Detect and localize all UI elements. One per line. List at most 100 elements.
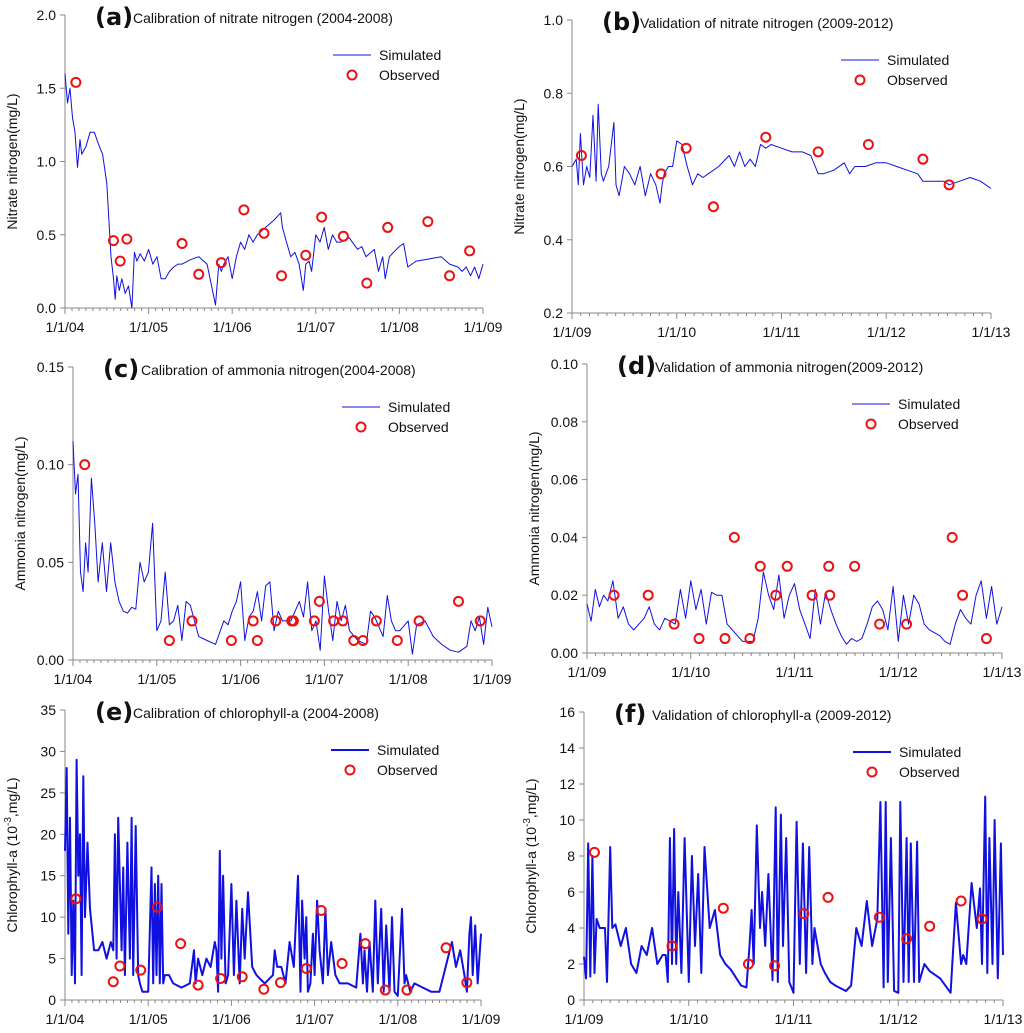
y-tick-label: 0.0 bbox=[37, 300, 57, 316]
y-tick-label: 0.6 bbox=[544, 159, 564, 175]
legend-observed-label: Observed bbox=[379, 67, 440, 83]
panel-title: Validation of ammonia nitrogen(2009-2012… bbox=[655, 359, 923, 375]
observed-point bbox=[337, 230, 349, 242]
simulated-series-line bbox=[72, 441, 493, 655]
simulated-series-line bbox=[586, 571, 1003, 645]
observed-point bbox=[760, 131, 772, 143]
y-tick-label: 6 bbox=[567, 884, 575, 900]
observed-point bbox=[608, 589, 620, 601]
observed-point bbox=[276, 270, 288, 282]
panel-label: (d) bbox=[617, 352, 656, 380]
observed-point bbox=[693, 633, 705, 645]
panel-c: 0.00 0.05 0.10 0.15 1/1/04 1/1/05 1/1/06 1/1/07… bbox=[12, 355, 512, 687]
y-tick-label: 0.10 bbox=[37, 457, 64, 473]
y-axis-label: Chlorophyll-a (10-3,mg/L) bbox=[522, 778, 539, 933]
y-axis-label: Ammonia nitrogen(mg/L) bbox=[12, 436, 28, 590]
observed-point bbox=[401, 984, 413, 996]
x-tick-label: 1/1/13 bbox=[984, 1011, 1023, 1027]
observed-point bbox=[474, 615, 486, 627]
observed-point bbox=[901, 618, 913, 630]
observed-point bbox=[769, 960, 781, 972]
observed-point bbox=[238, 204, 250, 216]
y-tick-label: 0.02 bbox=[551, 587, 578, 603]
simulated-series-line bbox=[64, 758, 482, 997]
panel-label: (c) bbox=[103, 355, 139, 383]
observed-point bbox=[770, 589, 782, 601]
observed-point bbox=[874, 618, 886, 630]
legend-simulated-label: Simulated bbox=[887, 52, 949, 68]
y-tick-label: 15 bbox=[40, 868, 56, 884]
observed-point bbox=[588, 846, 600, 858]
y-axis-label: Chlorophyll-a (10-3,mg/L) bbox=[3, 777, 20, 932]
observed-point bbox=[655, 168, 667, 180]
legend-marker-swatch bbox=[346, 69, 358, 81]
observed-point bbox=[107, 976, 119, 988]
observed-point bbox=[798, 908, 810, 920]
legend-observed-label: Observed bbox=[377, 762, 438, 778]
observed-point bbox=[680, 142, 692, 154]
panel-title: Calibration of ammonia nitrogen(2004-200… bbox=[141, 362, 416, 378]
y-tick-label: 10 bbox=[40, 909, 56, 925]
y-tick-label: 0.8 bbox=[544, 85, 564, 101]
x-tick-label: 1/1/11 bbox=[763, 324, 801, 340]
y-tick-label: 0 bbox=[567, 992, 575, 1008]
observed-point bbox=[114, 255, 126, 267]
panel-title: Calibration of nitrate nitrogen (2004-20… bbox=[133, 10, 393, 26]
legend-simulated-label: Simulated bbox=[377, 742, 439, 758]
observed-point bbox=[812, 146, 824, 158]
x-tick-label: 1/1/09 bbox=[473, 671, 512, 687]
observed-point bbox=[873, 911, 885, 923]
y-tick-label: 0.15 bbox=[37, 359, 64, 375]
x-tick-label: 1/1/05 bbox=[129, 1011, 168, 1027]
legend-observed-label: Observed bbox=[887, 72, 948, 88]
y-tick-label: 8 bbox=[567, 848, 575, 864]
legend-marker-swatch bbox=[344, 764, 356, 776]
legend-marker-swatch bbox=[866, 766, 878, 778]
observed-point bbox=[175, 938, 187, 950]
panel-a: 0.0 0.5 1.0 1.5 2.0 1/1/04 1/1/05 1/1/06 1/1/07 1… bbox=[4, 3, 503, 335]
observed-point bbox=[361, 277, 373, 289]
y-tick-label: 16 bbox=[559, 704, 575, 720]
observed-point bbox=[464, 245, 476, 257]
observed-point bbox=[728, 531, 740, 543]
observed-point bbox=[379, 984, 391, 996]
panel-d: 0.00 0.02 0.04 0.06 0.08 0.10 1/1/09 1/1/10 1/1/… bbox=[526, 352, 1022, 680]
legend-simulated-label: Simulated bbox=[899, 744, 961, 760]
x-tick-label: 1/1/07 bbox=[296, 319, 335, 335]
x-tick-label: 1/1/09 bbox=[553, 324, 592, 340]
y-tick-label: 0.06 bbox=[551, 472, 578, 488]
x-tick-label: 1/1/12 bbox=[867, 324, 906, 340]
observed-point bbox=[806, 589, 818, 601]
observed-point bbox=[192, 979, 204, 991]
observed-point bbox=[823, 560, 835, 572]
observed-point bbox=[316, 211, 328, 223]
legend-simulated-label: Simulated bbox=[388, 399, 450, 415]
observed-point bbox=[135, 964, 147, 976]
x-tick-label: 1/1/10 bbox=[669, 1011, 708, 1027]
legend-marker-swatch bbox=[355, 421, 367, 433]
observed-point bbox=[717, 902, 729, 914]
y-tick-label: 10 bbox=[559, 812, 575, 828]
x-tick-label: 1/1/11 bbox=[776, 664, 814, 680]
legend-observed-label: Observed bbox=[898, 416, 959, 432]
y-tick-label: 35 bbox=[40, 702, 56, 718]
legend-simulated-label: Simulated bbox=[379, 47, 441, 63]
observed-point bbox=[924, 920, 936, 932]
y-tick-label: 0 bbox=[48, 992, 56, 1008]
x-tick-label: 1/1/13 bbox=[983, 664, 1022, 680]
y-tick-label: 5 bbox=[48, 951, 56, 967]
y-tick-label: 2 bbox=[567, 956, 575, 972]
simulated-series-line bbox=[64, 73, 484, 309]
x-tick-label: 1/1/09 bbox=[462, 1011, 501, 1027]
panel-label: (b) bbox=[602, 8, 641, 36]
observed-point bbox=[413, 615, 425, 627]
observed-point bbox=[707, 201, 719, 213]
observed-point bbox=[957, 589, 969, 601]
observed-point bbox=[114, 960, 126, 972]
x-tick-label: 1/1/12 bbox=[879, 1011, 918, 1027]
observed-point bbox=[382, 221, 394, 233]
observed-point bbox=[976, 913, 988, 925]
observed-point bbox=[236, 971, 248, 983]
observed-point bbox=[270, 615, 282, 627]
